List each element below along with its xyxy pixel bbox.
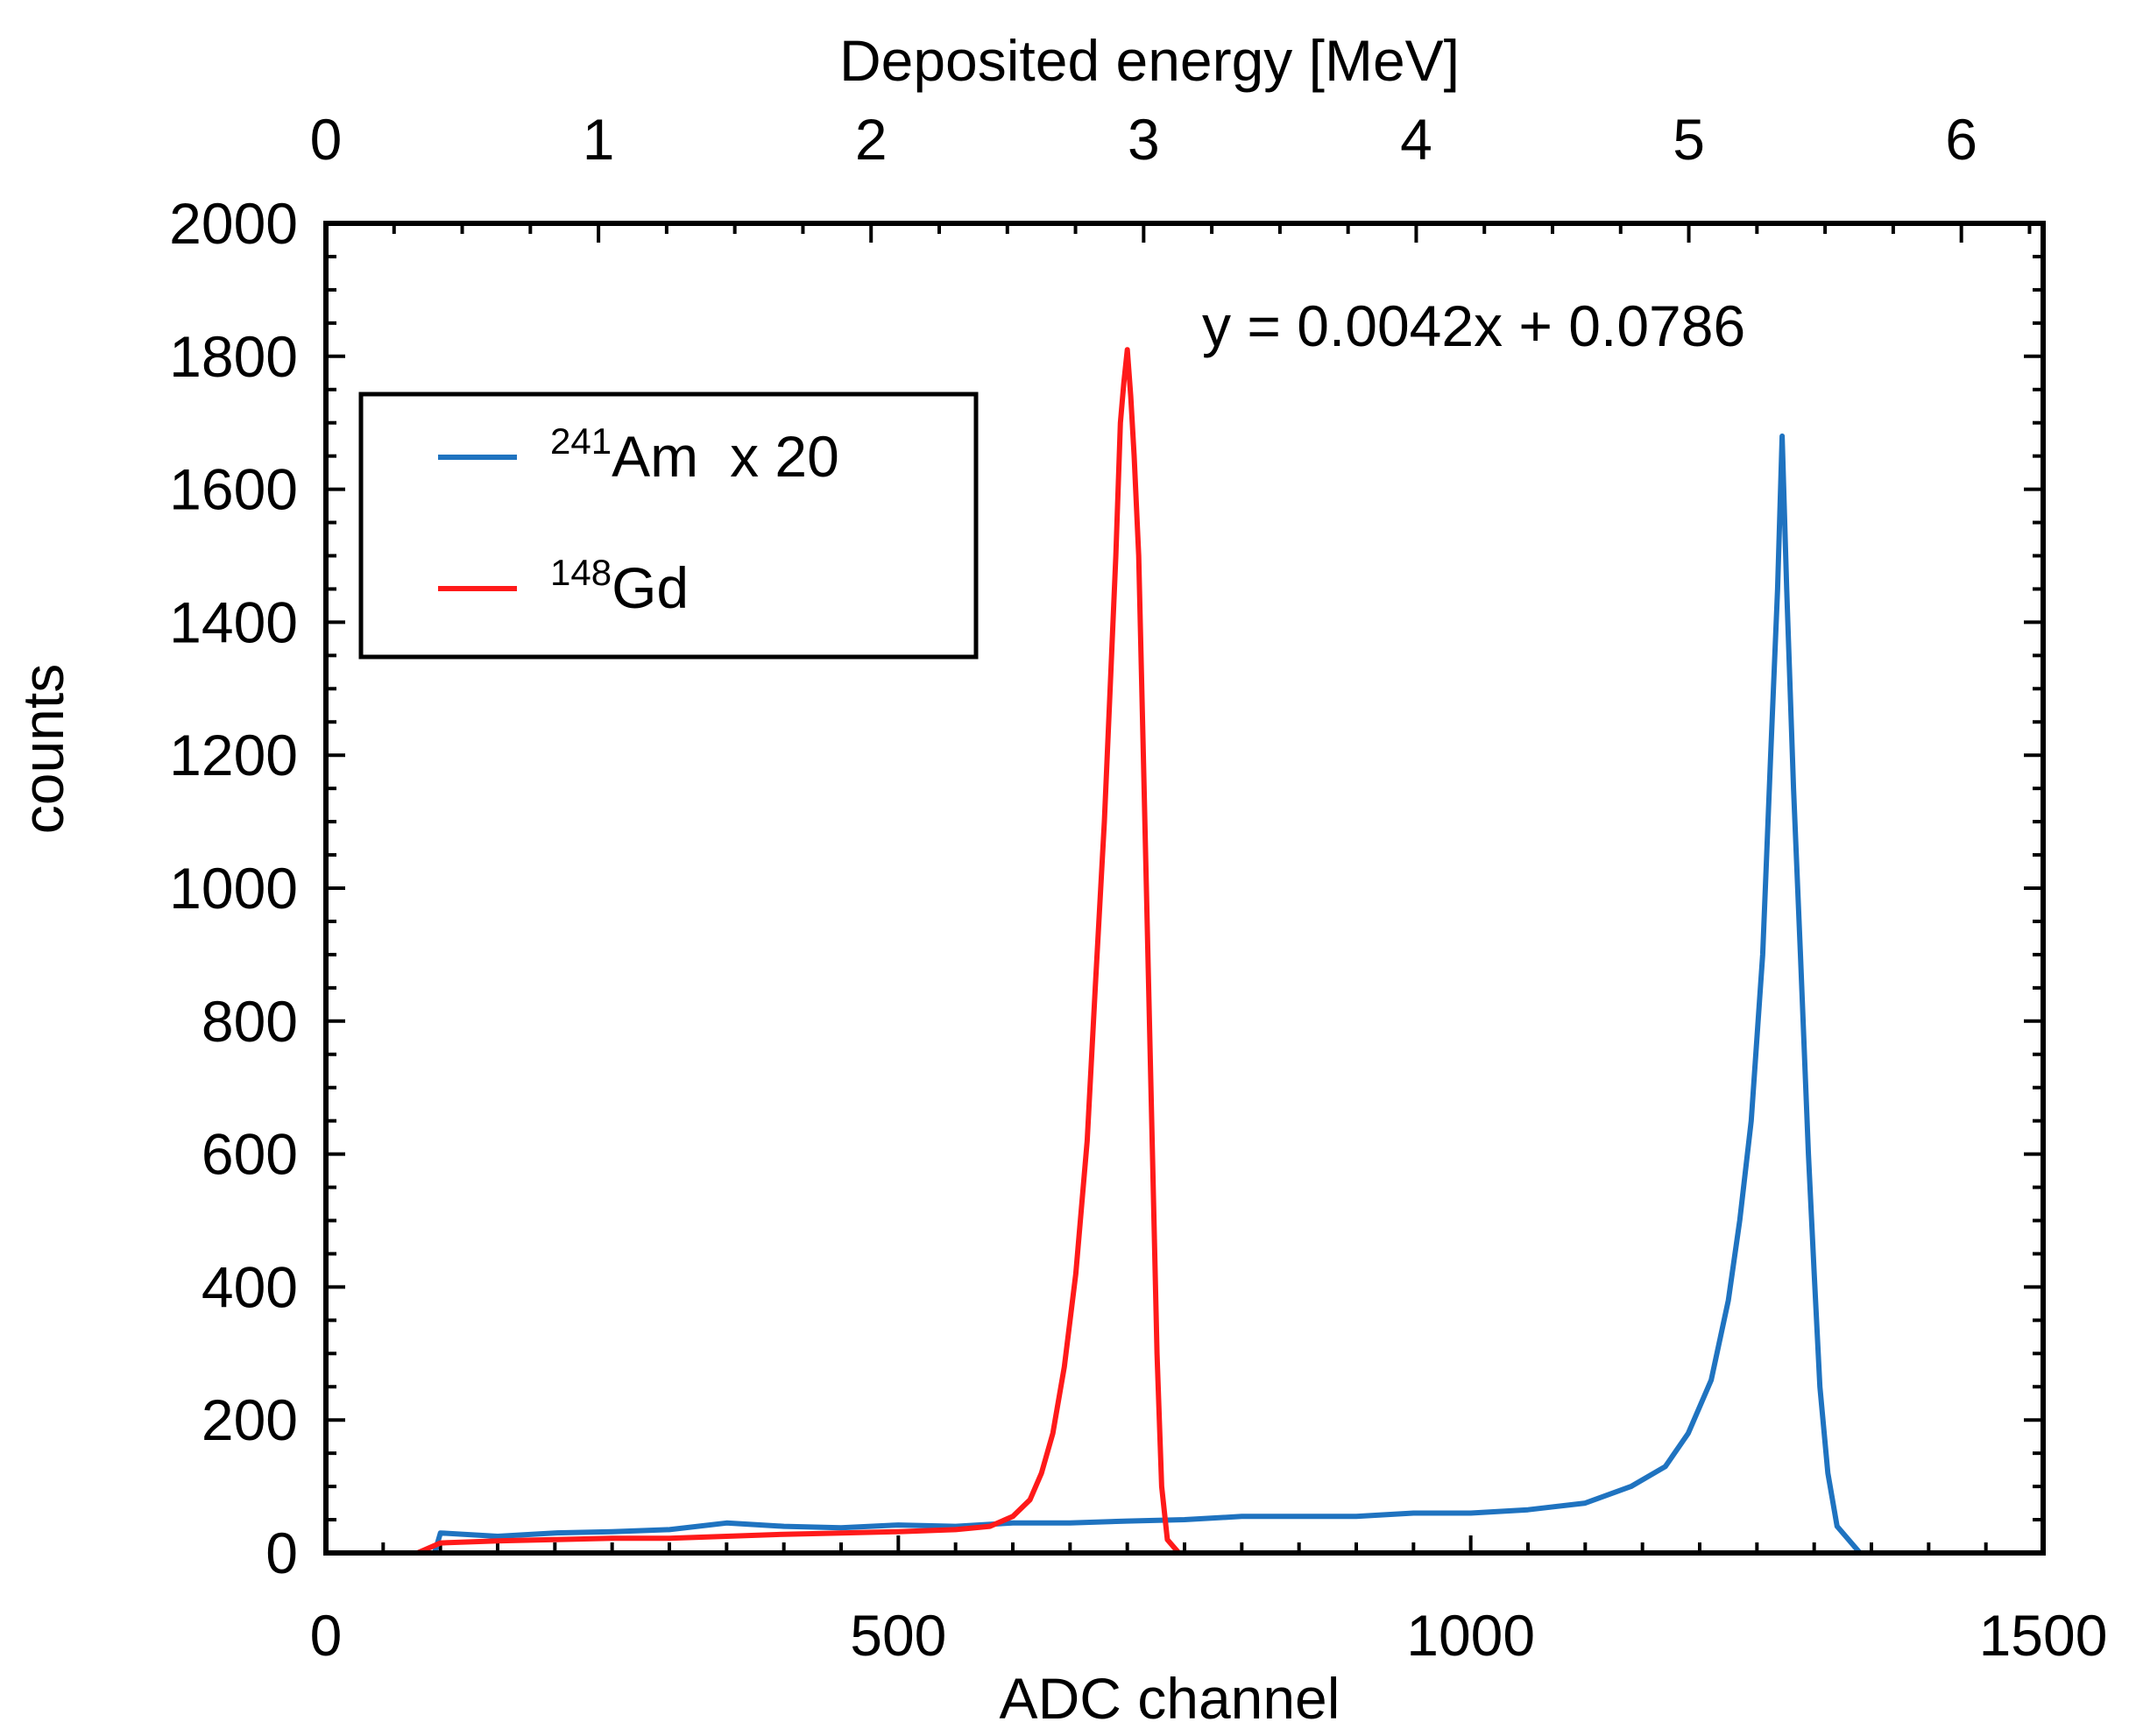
- x2-tick-label: 3: [1128, 107, 1160, 172]
- x-tick-label: 1000: [1406, 1603, 1535, 1668]
- plot-frame: [323, 221, 2046, 1556]
- series-line-0: [326, 433, 2043, 1556]
- legend-label-am: 241Am x 20: [550, 420, 839, 489]
- y-tick-label: 200: [202, 1387, 298, 1452]
- legend-label-gd: 148Gd: [550, 552, 689, 620]
- x2-tick-label: 0: [310, 107, 343, 172]
- legend-sup-am: 241: [550, 420, 612, 462]
- x2-tick-label: 6: [1945, 107, 1977, 172]
- y-tick-label: 0: [265, 1521, 298, 1585]
- series-line-1: [326, 347, 2043, 1556]
- tick-labels: 0 500 1000 1500 0 1 2 3 4 5 6 0 200 400 600 800 1000 1200…: [169, 107, 2107, 1668]
- y-tick-label: 1000: [169, 856, 298, 921]
- x-tick-label: 500: [850, 1603, 946, 1668]
- y-tick-label: 1800: [169, 324, 298, 389]
- y-tick-label: 400: [202, 1254, 298, 1319]
- x2-tick-label: 1: [583, 107, 615, 172]
- legend: 241Am x 20 148Gd: [358, 392, 979, 660]
- x2-tick-label: 4: [1400, 107, 1432, 172]
- y-tick-label: 1400: [169, 589, 298, 654]
- y-tick-label: 1200: [169, 723, 298, 787]
- legend-sup-gd: 148: [550, 552, 612, 593]
- y-tick-label: 2000: [169, 191, 298, 256]
- fit-equation: y = 0.0042x + 0.0786: [1202, 293, 1745, 358]
- top-axis-title: Deposited energy [MeV]: [839, 28, 1460, 93]
- y-tick-label: 800: [202, 989, 298, 1054]
- y-axis-title: counts: [11, 664, 75, 834]
- y-tick-label: 1600: [169, 457, 298, 522]
- x2-tick-label: 5: [1673, 107, 1705, 172]
- legend-main-gd: Gd: [612, 555, 689, 620]
- y-tick-label: 600: [202, 1122, 298, 1187]
- series-lines: [326, 347, 2043, 1556]
- legend-main-am: Am: [612, 424, 698, 489]
- legend-box: [358, 392, 979, 660]
- x-tick-label: 1500: [1979, 1603, 2108, 1668]
- x-axis-title: ADC channel: [1000, 1666, 1340, 1731]
- legend-suffix-am: x 20: [730, 424, 839, 489]
- x-tick-label: 0: [310, 1603, 343, 1668]
- x2-tick-label: 2: [855, 107, 888, 172]
